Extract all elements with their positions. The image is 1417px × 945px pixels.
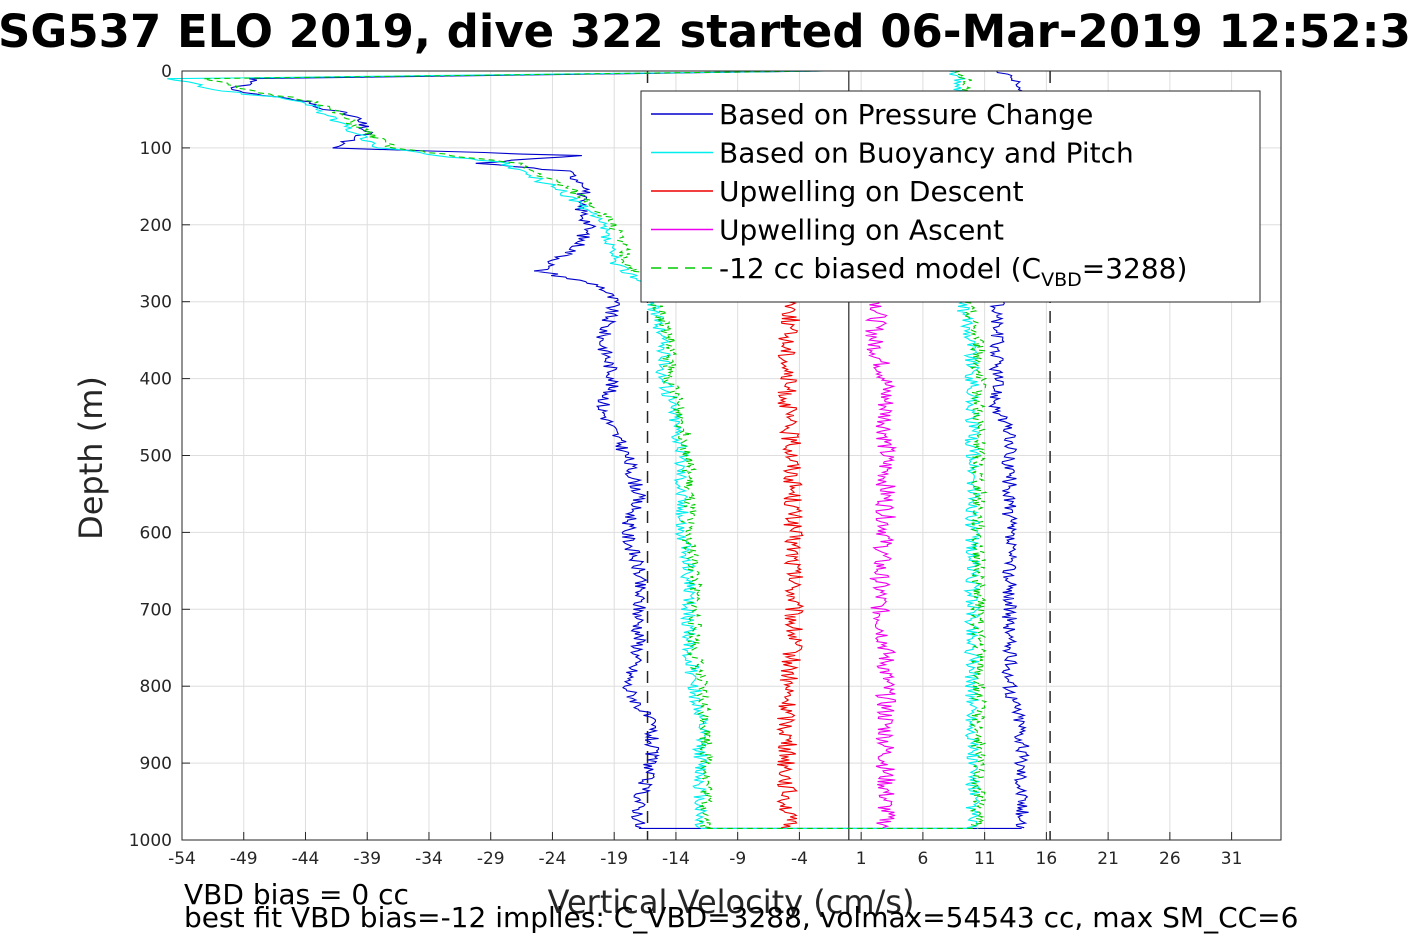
plot-frame [181,70,1282,841]
y-tick-label: 800 [140,677,172,697]
legend-entry: -12 cc biased model (CVBD=3288) [719,252,1187,291]
series-descent-line [167,70,827,829]
chart-title: SG537 ELO 2019, dive 322 started 06-Mar-… [0,5,1411,58]
legend-entry: Upwelling on Descent [719,175,1024,208]
y-tick-label: 700 [140,600,172,620]
y-tick-label: 1000 [129,831,172,851]
series-line [864,301,898,829]
x-tick-label: 6 [917,849,928,869]
y-tick-label: 0 [161,62,172,82]
series-line [776,301,805,829]
x-tick-label: -44 [292,849,320,869]
y-tick-label: 300 [140,293,172,313]
y-tick-label: 400 [140,370,172,390]
legend: Based on Pressure Change Based on Buoyanc… [640,90,1261,303]
x-tick-label: -54 [168,849,196,869]
x-tick-label: -4 [791,849,808,869]
x-tick-label: -29 [477,849,505,869]
legend-entry: Based on Buoyancy and Pitch [719,137,1134,170]
series-3 [776,301,805,829]
y-tick-label: 100 [140,139,172,159]
legend-entry: Based on Pressure Change [719,98,1093,131]
x-tick-label: -9 [729,849,746,869]
x-tick-label: 1 [856,849,867,869]
y-tick-label: 500 [140,447,172,467]
x-tick-label: -39 [353,849,381,869]
x-tick-label: -34 [415,849,443,869]
x-tick-label: 11 [974,849,996,869]
x-tick-label: -19 [600,849,628,869]
series-descent-line [203,70,821,829]
x-tick-labels: -54 -49 -44 -39 -34 -29 -24 -19 -14 -9 -4 1 6 11 16 21 2… [168,849,1242,869]
y-tick-label: 600 [140,523,172,543]
y-axis-label: Depth (m) [72,376,110,540]
x-tick-label: 26 [1159,849,1181,869]
x-tick-label: -49 [230,849,258,869]
y-tick-label: 200 [140,216,172,236]
legend-entry: Upwelling on Ascent [719,214,1004,247]
x-tick-label: -14 [662,849,690,869]
x-tick-label: 31 [1221,849,1243,869]
y-tick-label: 900 [140,754,172,774]
x-tick-label: 21 [1097,849,1119,869]
x-axis-label: Vertical Velocity (cm/s) [548,883,915,921]
series-descent-line [230,70,824,829]
y-tick-labels: 0 100 200 300 400 500 600 700 800 900 1000 [129,62,172,851]
x-tick-label: 16 [1036,849,1058,869]
series-4 [864,301,898,829]
vbd-bias-note: VBD bias = 0 cc [184,878,409,911]
best-fit-note: best fit VBD bias=-12 implies: C_VBD=328… [184,901,1298,934]
legend-box [640,90,1261,303]
x-tick-label: -24 [539,849,567,869]
